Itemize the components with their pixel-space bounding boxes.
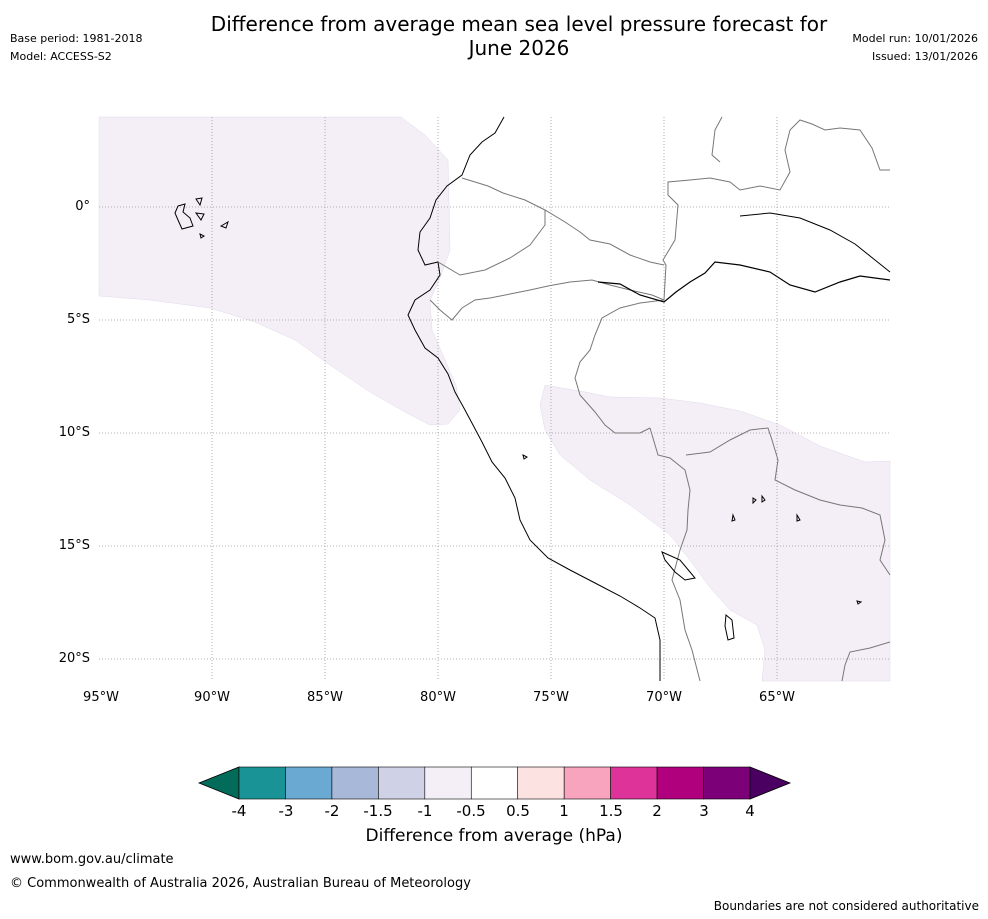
lat-label-0: 0°	[75, 199, 90, 214]
footer-url[interactable]: www.bom.gov.au/climate	[10, 852, 174, 867]
colorbar-box-2	[331, 766, 379, 800]
colorbar-box-10	[703, 766, 751, 800]
lat-label-20s: 20°S	[58, 651, 90, 666]
lat-label-15s: 15°S	[58, 538, 90, 553]
cb-tick-1: -3	[278, 802, 294, 820]
cb-tick-4: -1	[417, 802, 433, 820]
lon-label-95w: 95°W	[83, 690, 119, 705]
title-line-2: June 2026	[468, 36, 570, 60]
galapagos-islands	[174, 197, 229, 239]
lakes	[522, 454, 863, 641]
colorbar-box-8	[610, 766, 658, 800]
colorbar	[197, 766, 792, 800]
graticule	[99, 117, 890, 681]
lon-label-90w: 90°W	[194, 690, 230, 705]
lat-label-5s: 5°S	[66, 312, 90, 327]
cb-tick-2: -2	[324, 802, 340, 820]
cb-tick-10: 3	[699, 802, 709, 820]
colorbar-box-1	[285, 766, 333, 800]
river-upper	[739, 212, 891, 273]
cb-tick-8: 1.5	[599, 802, 623, 820]
cb-tick-7: 1	[559, 802, 569, 820]
map-title: Difference from average mean sea level p…	[190, 12, 848, 60]
coastline	[407, 116, 661, 681]
meta-right: Model run: 10/01/2026 Issued: 13/01/2026	[852, 30, 978, 66]
footer-note: Boundaries are not considered authoritat…	[713, 899, 979, 913]
lon-label-80w: 80°W	[420, 690, 456, 705]
colorbar-box-5	[470, 766, 519, 800]
colorbar-label: Difference from average (hPa)	[365, 826, 623, 846]
colorbar-box-9	[656, 766, 704, 800]
lon-label-85w: 85°W	[307, 690, 343, 705]
issued-date: Issued: 13/01/2026	[871, 50, 978, 63]
base-period: Base period: 1981-2018	[10, 32, 143, 45]
colorbar-box-6	[517, 766, 565, 800]
lon-label-70w: 70°W	[646, 690, 682, 705]
cb-tick-9: 2	[652, 802, 662, 820]
lat-label-10s: 10°S	[58, 425, 90, 440]
colorbar-box-3	[378, 766, 426, 800]
cb-tick-6: 0.5	[506, 802, 530, 820]
cb-tick-5: -0.5	[456, 802, 486, 820]
title-line-1: Difference from average mean sea level p…	[210, 12, 828, 36]
country-borders	[429, 116, 891, 682]
anomaly-region-bolivia	[539, 384, 891, 682]
cb-tick-11: 4	[745, 802, 755, 820]
footer-copyright: © Commonwealth of Australia 2026, Austra…	[10, 876, 471, 891]
cb-tick-0: -4	[231, 802, 247, 820]
colorbar-box-0	[238, 766, 286, 800]
colorbar-box-7	[563, 766, 611, 800]
lon-label-75w: 75°W	[533, 690, 569, 705]
colorbar-box-4	[424, 766, 472, 800]
colorbar-low-extend	[197, 766, 240, 800]
anomaly-region-pacific	[98, 116, 461, 426]
amazon-river	[597, 261, 891, 303]
meta-left: Base period: 1981-2018 Model: ACCESS-S2	[10, 30, 142, 66]
lon-label-65w: 65°W	[759, 690, 795, 705]
model-run: Model run: 10/01/2026	[852, 32, 978, 45]
cb-tick-3: -1.5	[363, 802, 393, 820]
model-name: Model: ACCESS-S2	[10, 50, 112, 63]
colorbar-high-extend	[749, 766, 792, 800]
